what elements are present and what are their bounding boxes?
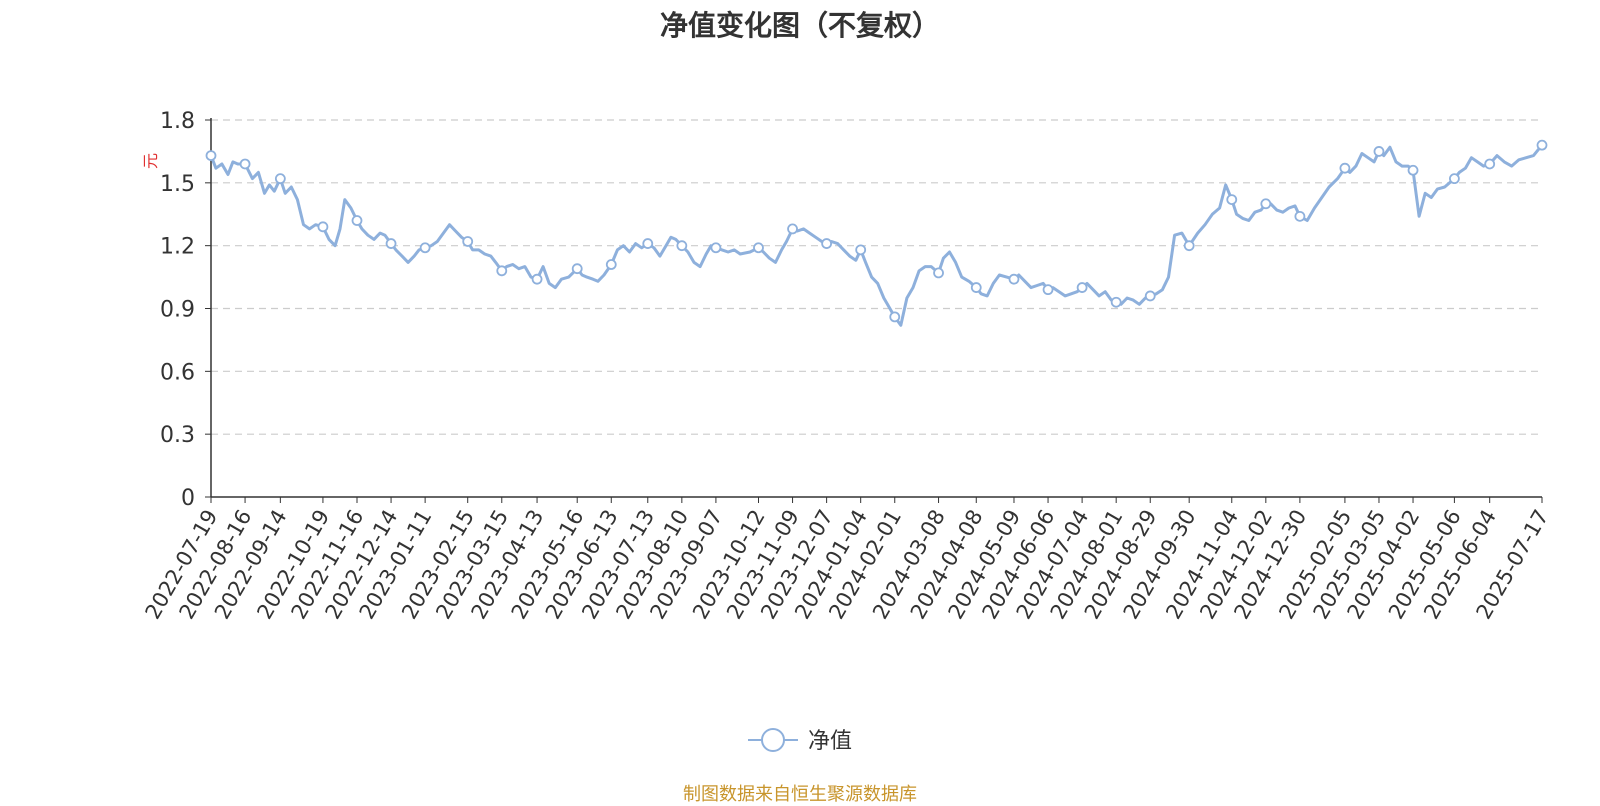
data-point[interactable] <box>1449 173 1460 185</box>
data-point[interactable] <box>753 242 764 254</box>
data-point[interactable] <box>642 238 654 249</box>
y-tick-label: 1.8 <box>160 109 195 134</box>
data-point[interactable] <box>1042 284 1054 296</box>
y-tick-label: 0.9 <box>160 298 195 323</box>
data-point[interactable] <box>496 265 508 277</box>
data-point[interactable] <box>889 311 901 323</box>
data-point[interactable] <box>1260 198 1272 210</box>
data-point[interactable] <box>385 238 397 249</box>
data-source-note: 制图数据来自恒生聚源数据库 <box>683 784 917 805</box>
y-tick-label: 1.5 <box>160 172 195 197</box>
legend-marker <box>761 728 785 752</box>
axes <box>205 118 1543 503</box>
data-point[interactable] <box>1110 296 1122 308</box>
marker-layer <box>205 139 1548 323</box>
data-point[interactable] <box>1294 210 1306 222</box>
data-point[interactable] <box>1484 158 1496 170</box>
data-point[interactable] <box>531 273 543 285</box>
y-tick-label: 1.2 <box>160 235 195 260</box>
data-point[interactable] <box>419 242 431 254</box>
x-tick-labels: 2022-07-192022-08-162022-09-142022-10-19… <box>141 506 1554 624</box>
data-point[interactable] <box>317 221 329 233</box>
data-point[interactable] <box>1076 282 1088 293</box>
data-point[interactable] <box>821 238 833 249</box>
data-point[interactable] <box>787 223 798 235</box>
legend-label: 净值 <box>808 729 852 754</box>
data-point[interactable] <box>855 244 867 256</box>
data-point[interactable] <box>274 173 286 185</box>
data-point[interactable] <box>1008 273 1020 285</box>
data-point[interactable] <box>1339 162 1351 174</box>
y-tick-label: 0.6 <box>160 360 195 385</box>
y-tick-label: 0 <box>181 486 195 511</box>
data-point[interactable] <box>1226 194 1238 205</box>
data-point[interactable] <box>462 236 474 247</box>
data-point[interactable] <box>1183 240 1195 252</box>
data-point[interactable] <box>239 158 251 170</box>
data-point[interactable] <box>571 263 583 275</box>
data-point[interactable] <box>1373 146 1385 157</box>
chart-title: 净值变化图（不复权） <box>659 9 940 42</box>
data-point[interactable] <box>205 150 217 162</box>
data-point[interactable] <box>933 267 944 279</box>
legend[interactable]: 净值 <box>748 728 852 754</box>
y-tick-labels: 0 0.3 0.6 0.9 1.2 1.5 1.8 <box>160 109 195 511</box>
data-point[interactable] <box>351 215 363 226</box>
data-point[interactable] <box>970 282 982 293</box>
data-point[interactable] <box>1144 290 1156 302</box>
y-tick-label: 0.3 <box>160 423 195 448</box>
data-point[interactable] <box>710 242 722 254</box>
data-point[interactable] <box>1407 164 1419 176</box>
data-point[interactable] <box>605 259 617 270</box>
data-point[interactable] <box>1536 139 1548 151</box>
y-axis-label: 元 <box>141 153 160 169</box>
data-point[interactable] <box>676 240 688 252</box>
